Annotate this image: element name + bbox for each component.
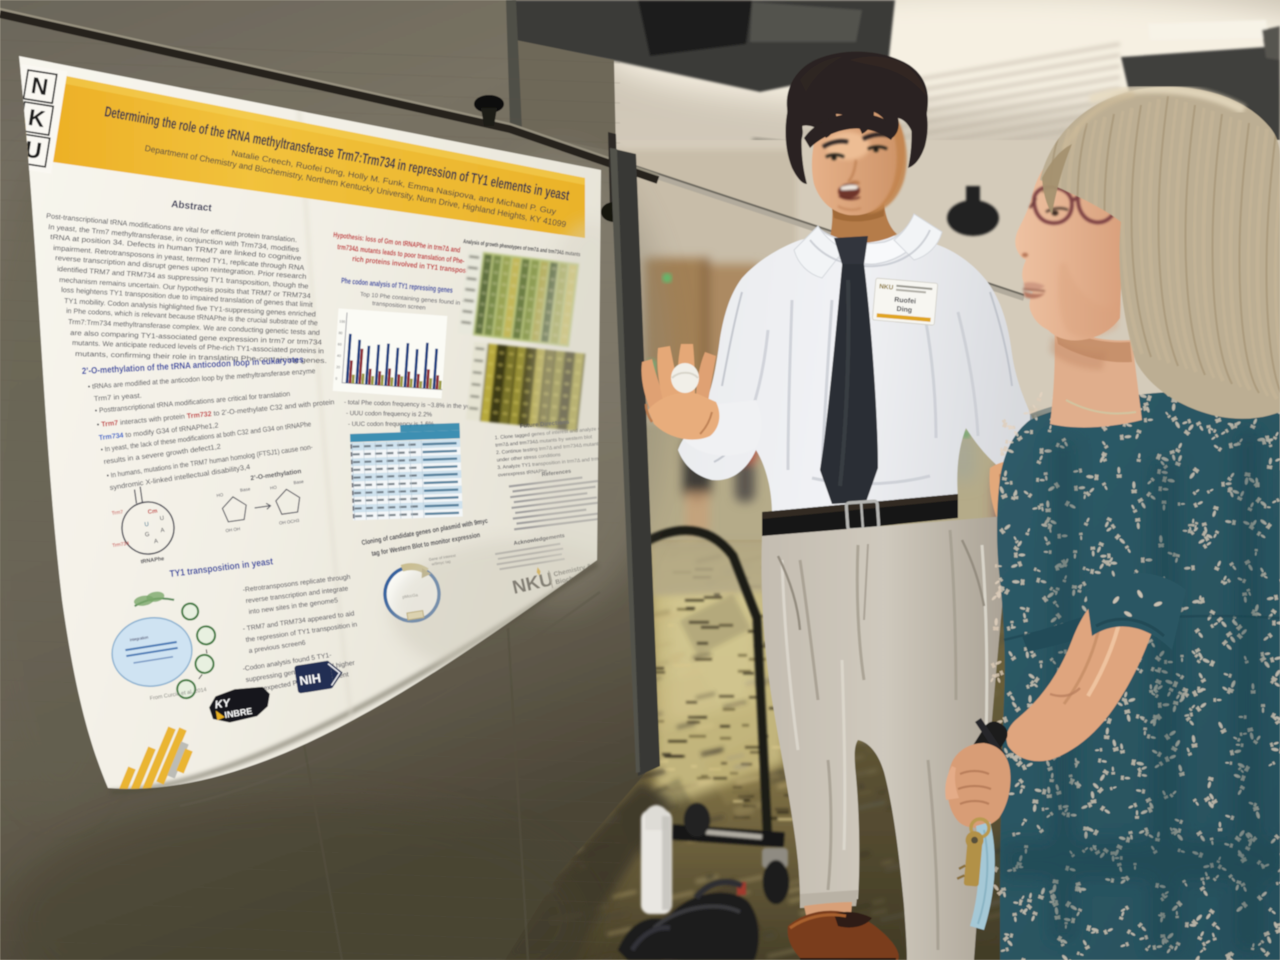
svg-text:Trm7: Trm7 [111, 509, 123, 517]
svg-text:NKU: NKU [879, 283, 894, 291]
svg-text:40: 40 [337, 354, 341, 358]
svg-text:integration: integration [129, 634, 148, 642]
svg-text:U: U [159, 516, 164, 523]
svg-text:KY: KY [214, 697, 233, 712]
svg-text:K: K [26, 104, 47, 132]
svg-text:Cm: Cm [147, 509, 157, 516]
svg-text:NIH: NIH [298, 671, 321, 688]
svg-text:20: 20 [336, 365, 340, 369]
svg-text:Trm7 in yeast.: Trm7 in yeast. [94, 392, 142, 403]
svg-text:- UUU codon frequency is 2.2%: - UUU codon frequency is 2.2% [346, 410, 432, 419]
svg-text:Ruofei: Ruofei [894, 297, 916, 306]
svg-text:60: 60 [338, 342, 342, 346]
svg-text:80: 80 [338, 331, 342, 335]
svg-text:Abstract: Abstract [171, 199, 213, 214]
svg-text:INBRE: INBRE [224, 706, 253, 720]
svg-text:under other stress conditions: under other stress conditions [496, 452, 561, 464]
svg-text:Trm734: Trm734 [112, 541, 130, 549]
svg-text:Base: Base [240, 486, 251, 492]
svg-text:A: A [154, 539, 159, 546]
svg-text:0: 0 [335, 377, 337, 381]
svg-text:tRNAPhe: tRNAPhe [140, 556, 164, 565]
svg-text:OH OH: OH OH [225, 526, 240, 533]
svg-text:A: A [160, 528, 165, 535]
svg-text:100: 100 [339, 320, 345, 324]
svg-text:Base: Base [293, 479, 304, 485]
svg-text:U: U [144, 522, 149, 529]
svg-text:Ding: Ding [896, 306, 912, 314]
svg-text:HO: HO [270, 485, 278, 491]
svg-text:- UUC codon frequency is 1.6%: - UUC codon frequency is 1.6% [348, 421, 434, 428]
svg-text:N: N [30, 72, 50, 100]
svg-text:OH OCH3: OH OCH3 [279, 518, 300, 526]
svg-text:G: G [145, 532, 151, 539]
svg-text:transposition screen: transposition screen [372, 301, 426, 312]
svg-text:HO: HO [216, 492, 224, 498]
svg-text:overexpress tRNAPhe: overexpress tRNAPhe [498, 468, 548, 478]
